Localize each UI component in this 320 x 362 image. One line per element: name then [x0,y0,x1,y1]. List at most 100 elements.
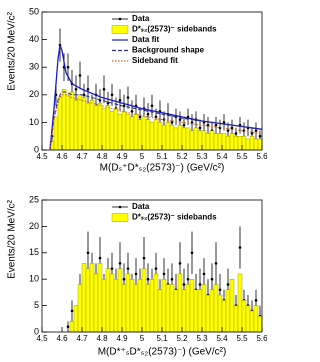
x-tick-label: 4.6 [56,152,68,161]
data-point [86,87,90,91]
y-tick-label: 0 [34,326,39,336]
histogram-bar [101,108,107,151]
data-point [70,309,74,313]
histogram-bar [245,138,251,151]
data-point [178,262,182,265]
y-tick-label: 5 [34,300,39,310]
histogram-bar [105,268,111,333]
histogram-bar [109,111,115,151]
histogram-bar [237,273,243,333]
legend-label: D*ₛ₂(2573)⁻ sidebands [132,25,217,34]
data-point [98,256,102,260]
histogram-bar [197,289,203,333]
histogram-bar [181,289,187,333]
histogram-bar [209,289,215,333]
data-point [230,126,234,130]
histogram-bar [185,127,191,151]
legend-label: Data [132,202,150,211]
data-point [146,277,150,281]
histogram-bar [165,122,171,151]
legend-label: Background shape [132,46,205,55]
data-point [170,277,174,281]
histogram-bar [237,135,243,151]
histogram-bar [245,305,251,333]
legend-label: Sideband fit [132,56,178,65]
histogram-bar [113,279,119,333]
x-tick-label: 4.5 [36,334,48,343]
histogram-bar [61,89,67,151]
histogram-bar [249,310,255,333]
histogram-bar [189,130,195,151]
histogram-bar [109,273,115,333]
x-tick-label: 4.9 [116,152,128,161]
y-tick-label: 0 [34,144,39,154]
histogram-bar [213,133,219,151]
histogram-bar [85,102,91,151]
x-tick-label: 4.8 [96,152,108,161]
fit-curve [49,44,263,151]
frame [41,199,263,333]
histogram-bar [149,279,155,333]
x-tick-label: 4.7 [76,334,88,343]
histogram-bar [185,284,191,333]
x-tick-label: 5.6 [256,334,267,343]
histogram-bar [193,127,199,151]
data-point [66,65,70,69]
data-point [254,299,258,302]
x-tick-label: 5.4 [216,334,228,343]
histogram-bar [97,102,103,151]
data-point [150,104,154,108]
x-tick-label: 4.5 [36,152,48,161]
data-point [110,93,114,97]
legend-swatch [118,205,122,209]
histogram-bar [253,305,259,333]
histogram-bar [113,108,119,151]
x-tick-label: 5.5 [236,334,248,343]
legend-swatch [118,17,122,21]
x-tick-label: 4.9 [116,334,128,343]
histogram-bar [77,284,83,333]
histogram-bar [101,279,107,333]
histogram-bar [81,263,87,333]
histogram-bar [125,113,131,151]
histogram-bar [129,279,135,333]
histogram-bar [77,94,83,151]
histogram-bar [169,284,175,333]
histogram-bar [157,122,163,151]
data-point [134,272,138,276]
histogram-bar [145,119,151,151]
data-point [218,288,222,292]
x-tick-label: 4.7 [76,152,88,161]
histogram-bar [217,294,223,333]
x-tick-label: 5.4 [216,152,228,161]
legend-label: Data fit [132,35,159,44]
histogram-bar [117,113,123,151]
histogram-bar [257,138,263,151]
x-tick-label: 5.2 [176,152,188,161]
legend-label: Data [132,14,150,23]
histogram-bar [97,263,103,333]
histogram-bar [133,113,139,151]
data-point [178,118,182,121]
histogram-bar [121,111,127,151]
fit-curve [49,91,263,151]
histogram-bar [233,305,239,333]
frame [41,11,263,151]
data-point [126,96,130,99]
data-point [74,87,78,91]
x-tick-label: 5.2 [176,334,188,343]
histogram-bar [165,284,171,333]
data-point [198,283,202,286]
data-point [214,262,218,265]
x-tick-label: 5.1 [156,152,168,161]
data-point [238,246,242,249]
data-point [210,277,214,281]
histogram-bar [177,273,183,333]
y-tick-label: 10 [29,274,39,284]
data-point [190,121,194,124]
histogram-bar [65,94,71,151]
histogram-bar [137,119,143,151]
histogram-bar [205,294,211,333]
histogram-bar [253,138,259,151]
